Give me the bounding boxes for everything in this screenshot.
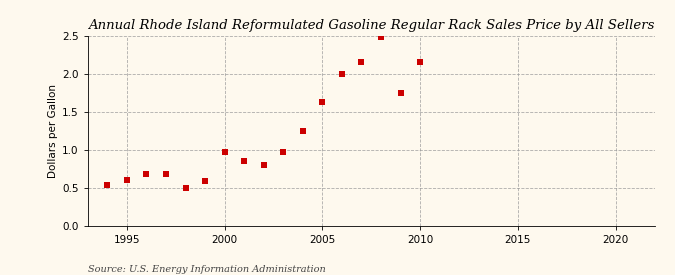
Point	[259, 163, 269, 167]
Point	[239, 159, 250, 163]
Point	[375, 35, 386, 40]
Point	[102, 182, 113, 187]
Point	[122, 178, 132, 182]
Title: Annual Rhode Island Reformulated Gasoline Regular Rack Sales Price by All Seller: Annual Rhode Island Reformulated Gasolin…	[88, 19, 655, 32]
Point	[278, 150, 289, 154]
Point	[161, 172, 171, 176]
Point	[200, 178, 211, 183]
Point	[180, 185, 191, 190]
Point	[356, 60, 367, 65]
Point	[141, 172, 152, 176]
Point	[219, 150, 230, 154]
Y-axis label: Dollars per Gallon: Dollars per Gallon	[48, 84, 58, 178]
Point	[317, 100, 328, 104]
Point	[298, 128, 308, 133]
Text: Source: U.S. Energy Information Administration: Source: U.S. Energy Information Administ…	[88, 265, 325, 274]
Point	[337, 72, 348, 76]
Point	[395, 90, 406, 95]
Point	[414, 60, 425, 65]
